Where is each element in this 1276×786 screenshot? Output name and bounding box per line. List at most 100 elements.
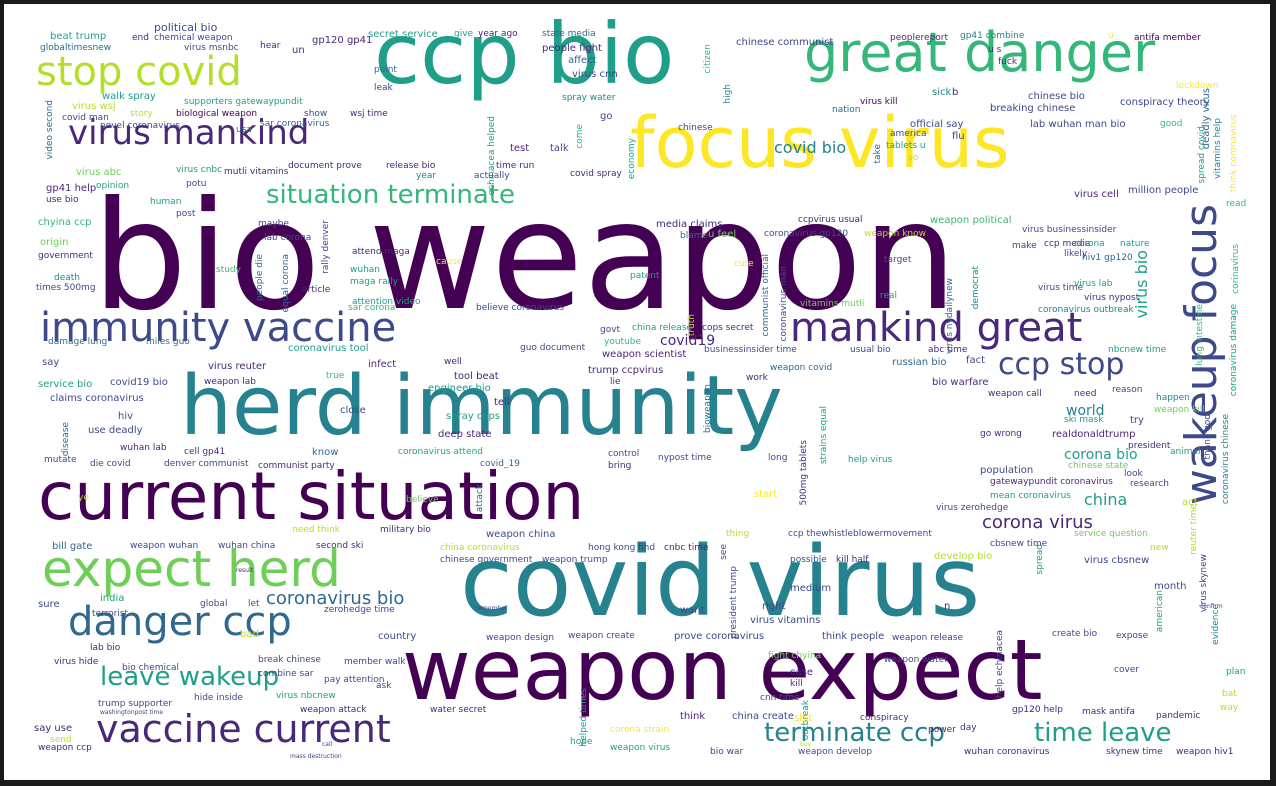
word-cloud: bio weapon herd immunity covid virus curren… (4, 4, 1270, 780)
word-hide-inside: hide inside (194, 693, 243, 703)
word-mutli-vitamins: mutli vitamins (224, 167, 289, 177)
word-document-prove: document prove (288, 161, 362, 171)
word-create-bio: create bio (1052, 629, 1098, 639)
word-ccp-media: ccp media (1044, 239, 1091, 249)
word-pay-attention: pay attention (324, 675, 385, 685)
word-human: human (150, 197, 182, 207)
word-kill: kill (790, 679, 803, 689)
word-lab-corona: lab corona (264, 233, 312, 243)
word-death: death (54, 273, 80, 283)
word-lie: lie (610, 377, 621, 387)
word-guo-document: guo document (520, 343, 586, 353)
word-power: power (928, 725, 956, 735)
word-strains-equal: strains equal (819, 406, 829, 465)
word-virus-cnbc: virus cnbc (176, 165, 223, 175)
word-current-situation: current situation (38, 458, 585, 535)
word-coronavirus-man: coronavirus man (779, 266, 789, 342)
word-covid19: covid19 (660, 333, 716, 349)
word-hear: hear (260, 41, 281, 51)
word-pandemic: pandemic (1156, 711, 1201, 721)
word-wuhan-coronavirus: wuhan coronavirus (964, 747, 1050, 757)
word-un: un (292, 45, 305, 56)
word-covid-bio: covid bio (774, 138, 847, 157)
word-cnbc-time: cnbc time (664, 543, 709, 553)
word-control: control (608, 449, 640, 459)
word-virus-kill: virus kill (860, 97, 898, 107)
word-covid19-bio: covid19 bio (110, 377, 168, 388)
word-usual-bio: usual bio (850, 345, 891, 355)
word-well: well (444, 357, 462, 367)
word-confirm: confirm (1200, 603, 1223, 610)
word-find: find (638, 543, 656, 553)
word-use-bio: use bio (46, 195, 79, 205)
word-gp120-help: gp120 help (1012, 705, 1063, 715)
word-situation-terminate: situation terminate (266, 180, 516, 210)
word-chemical-weapon: chemical weapon (154, 33, 233, 43)
word-nature: nature (1120, 239, 1150, 249)
word-weapon-ccp: weapon ccp (38, 743, 92, 753)
word-develop-bio: develop bio (934, 551, 993, 562)
word-virus-cnn: virus cnn (572, 69, 618, 80)
word-claims-coronavirus: claims coronavirus (50, 393, 144, 404)
word-opinion: opinion (96, 181, 130, 191)
word-citizen: citizen (703, 44, 713, 74)
word-beat-trump: beat trump (50, 31, 107, 42)
word-chinese-government: chinese government (440, 555, 533, 565)
word-lab-wuhan-man-bio: lab wuhan man bio (1030, 119, 1126, 130)
word-virus-vitamins: virus vitamins (750, 615, 821, 626)
word-people-die: people die (255, 254, 265, 302)
word-believe-coronavirus: believe coronavirus (476, 303, 565, 313)
word-need-think: need think (292, 525, 341, 535)
word-weapon-political: weapon political (930, 215, 1012, 226)
word-way: way (1220, 703, 1239, 713)
word-government: government (38, 251, 93, 261)
word-gp41-help: gp41 help (46, 183, 97, 194)
word-corona-virus: corona virus (982, 512, 1093, 533)
word-weapon-call: weapon call (988, 389, 1042, 399)
word-close: close (340, 405, 366, 416)
word-cure: cure (734, 259, 754, 269)
word-say: say (42, 357, 60, 368)
word-cnn-time: cnn time (760, 693, 800, 703)
word-virus-lab: virus lab (1074, 279, 1113, 289)
word-terminate-ccp: terminate ccp (764, 718, 945, 748)
word-read: read (1226, 199, 1247, 209)
word-video-second: video second (45, 100, 55, 160)
word-virus-hide: virus hide (54, 657, 99, 667)
word-globaltimesnew: globaltimesnew (40, 43, 112, 53)
word-china-create: china create (732, 711, 795, 722)
word-mutate: mutate (44, 455, 77, 465)
word-time-run: time run (496, 161, 535, 171)
word-coronavirus-attend: coronavirus attend (398, 447, 483, 457)
word-stop-covid: stop covid (36, 49, 242, 95)
word-usa: usa (236, 125, 252, 135)
word-ccp-stop: ccp stop (998, 347, 1125, 382)
word-corona-bio: corona bio (1064, 447, 1138, 463)
word-tablets-u: tablets u (886, 141, 926, 151)
word-spray-water: spray water (562, 93, 616, 103)
word-release-bio: release bio (386, 161, 436, 171)
word-bio-war: bio war (710, 747, 744, 757)
word-trump-ccpvirus: trump ccpvirus (588, 365, 664, 376)
word-sar-coronavirus: sar coronavirus (260, 119, 330, 129)
word-hong-kong: hong kong (588, 543, 636, 553)
word-bio-weapon: bio weapon (92, 170, 958, 344)
word-animal: animal (1170, 447, 1201, 457)
word-u: u (1108, 31, 1114, 41)
word-prove-coronavirus: prove coronavirus (674, 631, 765, 642)
word-ccpvirus-usual: ccpvirus usual (798, 215, 863, 225)
word-coronavirus-gp120: coronavirus gp120 (764, 229, 849, 239)
word-talk: talk (550, 143, 569, 154)
word-see: see (719, 544, 729, 560)
word-weapon-create: weapon create (568, 631, 635, 641)
word-virus-mankind: virus mankind (68, 113, 310, 153)
word-go: go (600, 111, 613, 122)
word-supporters-gatewaypundit: supporters gatewaypundit (184, 97, 303, 107)
word-hiv: hiv (118, 411, 134, 422)
word-water-secret: water secret (430, 705, 487, 715)
word-great-danger: great danger (804, 21, 1156, 84)
word-lab-bio: lab bio (90, 643, 121, 653)
word-long: long (768, 453, 788, 463)
word-focus-virus: focus virus (630, 102, 1010, 184)
word-state-media: state media (542, 29, 596, 39)
